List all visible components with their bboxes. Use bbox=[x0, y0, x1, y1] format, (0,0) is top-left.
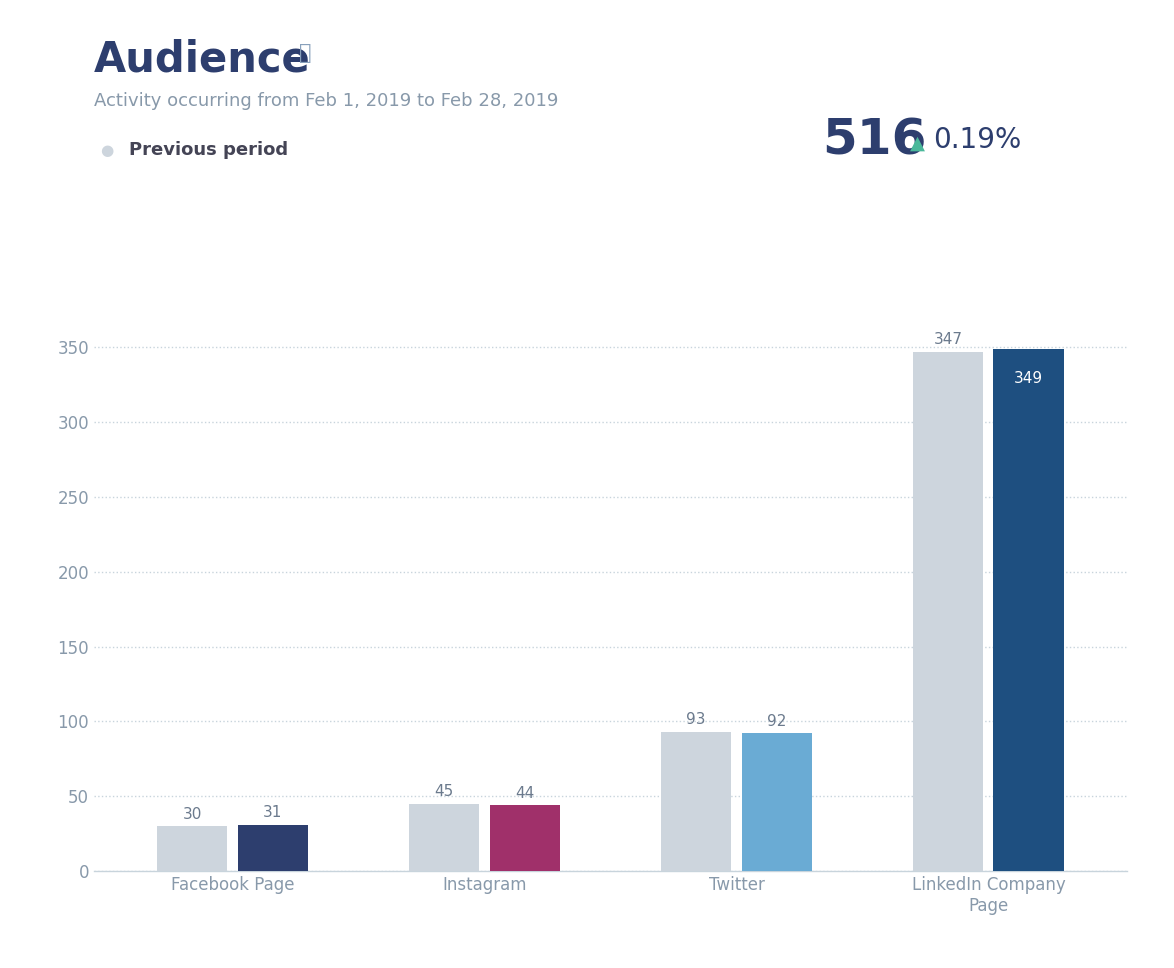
Text: ●: ● bbox=[100, 142, 113, 158]
Bar bbox=[157, 827, 228, 871]
Text: Audience: Audience bbox=[94, 39, 311, 80]
Bar bbox=[913, 351, 984, 871]
Text: 93: 93 bbox=[687, 712, 706, 728]
Text: 45: 45 bbox=[434, 784, 454, 800]
Text: Activity occurring from Feb 1, 2019 to Feb 28, 2019: Activity occurring from Feb 1, 2019 to F… bbox=[94, 92, 559, 110]
Text: 31: 31 bbox=[263, 805, 283, 820]
Bar bbox=[993, 348, 1064, 871]
Text: Previous period: Previous period bbox=[129, 141, 289, 159]
Text: 30: 30 bbox=[182, 806, 202, 822]
Text: 92: 92 bbox=[767, 714, 787, 729]
Text: 347: 347 bbox=[933, 332, 963, 348]
Text: 0.19%: 0.19% bbox=[933, 127, 1021, 154]
Bar bbox=[490, 805, 560, 871]
Bar bbox=[409, 803, 479, 871]
Text: ▲: ▲ bbox=[910, 134, 925, 153]
Text: 516: 516 bbox=[822, 116, 926, 165]
Text: 349: 349 bbox=[1014, 371, 1044, 386]
Bar bbox=[742, 734, 812, 871]
Text: ⓘ: ⓘ bbox=[299, 43, 312, 63]
Bar bbox=[237, 825, 308, 871]
Bar bbox=[661, 732, 731, 871]
Text: 44: 44 bbox=[515, 786, 534, 801]
